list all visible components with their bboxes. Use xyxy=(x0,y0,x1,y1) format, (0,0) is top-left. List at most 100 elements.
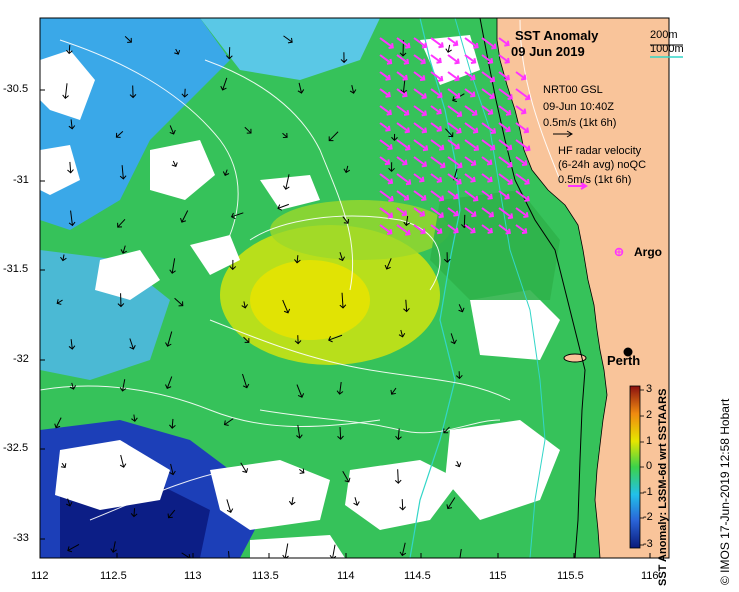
gsl-vector xyxy=(169,463,176,476)
hf-label-2: (6-24h avg) noQC xyxy=(558,159,647,171)
credit-text: © IMOS 17-Jun-2019 12:58 Hobart xyxy=(718,398,732,585)
hf-vector xyxy=(396,190,410,201)
hf-vector xyxy=(481,156,493,166)
gsl-vector xyxy=(167,509,176,519)
hf-vector xyxy=(413,156,428,168)
hf-vector xyxy=(481,105,494,116)
colorbar-tick-label: 2 xyxy=(646,409,653,421)
hf-vector xyxy=(498,71,510,81)
gsl-vector xyxy=(399,542,407,557)
argo-marker xyxy=(614,247,624,257)
lon-ticks xyxy=(39,553,651,558)
gsl-vector xyxy=(130,508,138,518)
hf-vector xyxy=(379,173,394,185)
gsl-vector xyxy=(443,252,451,263)
hf-vector xyxy=(447,37,459,47)
hf-vector xyxy=(498,224,511,235)
gsl-vector xyxy=(299,468,305,474)
lon-tick-label: 112.5 xyxy=(100,570,127,582)
gsl-vector xyxy=(455,460,462,468)
gsl-vector xyxy=(131,414,138,422)
hf-vector xyxy=(464,156,477,167)
hf-vector xyxy=(464,88,476,98)
hf-vector xyxy=(481,88,495,100)
gsl-vector xyxy=(174,48,181,55)
hf-vector xyxy=(379,37,394,49)
hf-vector xyxy=(464,122,479,134)
gsl-vector xyxy=(120,245,127,254)
gsl-vector xyxy=(343,165,351,174)
hf-vector xyxy=(515,139,531,152)
gsl-vector xyxy=(243,336,250,343)
gsl-vector xyxy=(117,218,126,228)
hf-vector xyxy=(498,105,512,116)
gsl-vector xyxy=(169,258,176,274)
lon-tick-label: 116 xyxy=(641,570,659,582)
gsl-vector xyxy=(450,333,457,345)
hf-vector xyxy=(481,37,497,50)
hf-vector xyxy=(413,224,426,235)
hf-vector xyxy=(413,71,426,82)
gsl-vector xyxy=(398,329,406,338)
lat-tick-label: -32 xyxy=(13,353,29,365)
gsl-vector xyxy=(171,160,178,168)
gsl-vector xyxy=(68,210,76,227)
gsl-vector xyxy=(110,541,117,553)
gsl-vector xyxy=(68,339,76,350)
hf-vector xyxy=(481,122,497,135)
gsl-vector xyxy=(67,544,80,553)
gsl-vector xyxy=(399,499,406,511)
hf-vector xyxy=(430,190,445,202)
hf-vector xyxy=(498,37,510,47)
hf-vector xyxy=(413,173,425,183)
hf-vector xyxy=(430,139,445,151)
hf-vector xyxy=(498,207,514,220)
gsl-vector xyxy=(395,428,402,441)
hf-vector xyxy=(413,54,426,65)
lon-tick-label: 115 xyxy=(489,570,507,582)
gsl-vector xyxy=(277,203,289,211)
gsl-vector xyxy=(242,373,250,389)
lat-tick-label: -31.5 xyxy=(3,263,29,275)
gsl-vector xyxy=(117,293,125,308)
gsl-vector xyxy=(296,425,303,439)
gsl-vector xyxy=(296,384,305,398)
hf-vector xyxy=(447,190,459,200)
hf-vector xyxy=(430,54,442,64)
lat-tick-label: -31 xyxy=(13,174,29,186)
gsl-vector xyxy=(54,417,62,429)
hf-vector xyxy=(481,173,493,183)
gsl-vector xyxy=(339,292,347,309)
lon-tick-label: 113 xyxy=(184,570,202,582)
gsl-vector xyxy=(230,212,244,220)
gsl-vector xyxy=(328,334,343,343)
gsl-vector xyxy=(445,128,454,138)
gsl-vector xyxy=(455,371,463,380)
hf-vector xyxy=(481,190,493,200)
legend-200m-label: 200m xyxy=(650,29,678,41)
gsl-vector xyxy=(403,299,410,313)
hf-vector xyxy=(379,224,393,235)
colorbar-tick-label: 1 xyxy=(646,435,653,447)
gsl-vector xyxy=(228,551,230,558)
gsl-vector xyxy=(443,426,450,434)
gsl-vector xyxy=(180,210,189,223)
hf-vector xyxy=(481,54,494,65)
gsl-vector xyxy=(342,216,350,224)
lat-tick-label: -32.5 xyxy=(3,442,29,454)
hf-vector xyxy=(430,122,443,132)
hf-vector xyxy=(430,105,442,115)
argo-label: Argo xyxy=(634,245,662,259)
hf-vector xyxy=(413,105,427,117)
gsl-legend-arrow xyxy=(553,130,573,138)
colorbar-tick-label: 3 xyxy=(646,383,653,395)
perth-marker xyxy=(623,347,633,357)
hf-vector xyxy=(464,207,477,218)
gsl-vector xyxy=(390,387,397,395)
hf-vector xyxy=(498,156,513,168)
hf-vector xyxy=(515,122,530,134)
map-title: SST Anomaly xyxy=(515,28,599,43)
gsl-label-2: 09-Jun 10:40Z xyxy=(543,101,614,113)
gsl-vector xyxy=(340,52,348,64)
